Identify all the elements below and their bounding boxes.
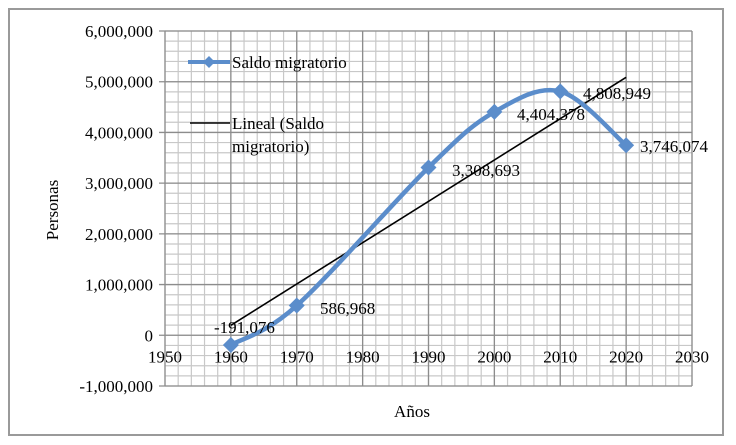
y-tick-label: -1,000,000 [79, 377, 153, 396]
diamond-marker-icon [618, 137, 635, 154]
legend-label-saldo: Saldo migratorio [232, 53, 347, 72]
data-label: 4,808,949 [583, 84, 651, 103]
diamond-marker-icon [288, 297, 305, 314]
x-axis-ticks: 1950 1960 1970 1980 1990 2000 2010 2020 2030 [148, 347, 709, 366]
x-tick-label: 1950 [148, 347, 182, 366]
x-tick-label: 2020 [609, 347, 643, 366]
x-tick-label: 2030 [675, 347, 709, 366]
legend-diamond-marker-icon [203, 56, 215, 68]
data-label: -191,076 [214, 318, 275, 337]
legend-label-lineal-line1: Lineal (Saldo [232, 114, 324, 133]
series-saldo-migratorio [222, 83, 635, 353]
y-tick-label: 3,000,000 [85, 174, 153, 193]
x-tick-label: 1970 [280, 347, 314, 366]
linear-trendline [230, 76, 627, 327]
trendline [230, 76, 627, 327]
diamond-marker-icon [552, 83, 569, 100]
diamond-marker-icon [486, 103, 503, 120]
x-tick-label: 1980 [346, 347, 380, 366]
y-tick-label: 2,000,000 [85, 225, 153, 244]
data-labels: -191,076 586,968 3,308,693 4,404,378 4,808,9… [214, 84, 709, 337]
y-tick-label: 5,000,000 [85, 73, 153, 92]
x-axis-title: Años [394, 402, 430, 421]
data-label: 4,404,378 [517, 105, 585, 124]
y-tick-label: 0 [145, 326, 154, 345]
y-tick-label: 4,000,000 [85, 123, 153, 142]
x-tick-label: 2010 [543, 347, 577, 366]
y-tick-label: 1,000,000 [85, 276, 153, 295]
data-label: 586,968 [320, 299, 375, 318]
chart-frame [8, 8, 724, 436]
diamond-marker-icon [420, 159, 437, 176]
x-tick-label: 2000 [477, 347, 511, 366]
data-label: 3,746,074 [640, 137, 709, 156]
y-axis-title: Personas [43, 180, 62, 240]
x-tick-label: 1960 [214, 347, 248, 366]
diamond-marker-icon [222, 336, 239, 353]
y-axis-ticks: 6,000,000 5,000,000 4,000,000 3,000,000 2,00… [79, 22, 153, 396]
legend-label-lineal-line2: migratorio) [232, 137, 309, 156]
data-label: 3,308,693 [452, 161, 520, 180]
x-tick-label: 1990 [412, 347, 446, 366]
y-tick-label: 6,000,000 [85, 22, 153, 41]
legend: Saldo migratorio Lineal (Saldo migratori… [188, 53, 347, 156]
